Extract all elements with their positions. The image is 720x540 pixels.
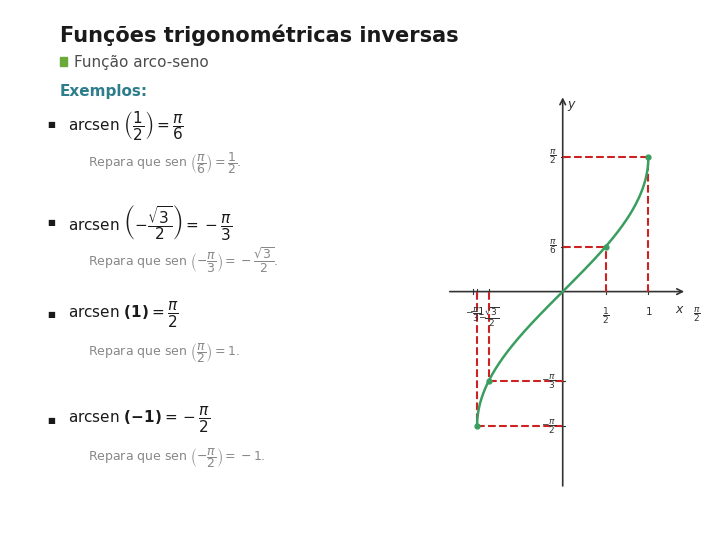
Text: arcsen $\mathbf{(1)} = \dfrac{\pi}{2}$: arcsen $\mathbf{(1)} = \dfrac{\pi}{2}$ — [68, 300, 179, 330]
Text: arcsen $\left(\dfrac{1}{2}\right) = \dfrac{\pi}{6}$: arcsen $\left(\dfrac{1}{2}\right) = \dfr… — [68, 109, 184, 141]
Text: Exemplos:: Exemplos: — [60, 84, 148, 99]
Text: $\blacksquare$: $\blacksquare$ — [48, 415, 57, 426]
Text: $-1$: $-1$ — [469, 305, 485, 318]
Text: $\blacksquare$: $\blacksquare$ — [48, 217, 57, 227]
Bar — [60, 57, 67, 66]
Text: $\dfrac{1}{2}$: $\dfrac{1}{2}$ — [602, 305, 609, 326]
Text: $x$: $x$ — [675, 303, 685, 316]
Text: $y$: $y$ — [567, 99, 577, 113]
Text: Repara que sen $\left(-\dfrac{\pi}{2}\right) = -1.$: Repara que sen $\left(-\dfrac{\pi}{2}\ri… — [88, 446, 266, 470]
Text: $\dfrac{\pi}{2}$: $\dfrac{\pi}{2}$ — [693, 305, 701, 324]
Text: Repara que sen $\left(-\dfrac{\pi}{3}\right) = -\dfrac{\sqrt{3}}{2}.$: Repara que sen $\left(-\dfrac{\pi}{3}\ri… — [88, 245, 278, 275]
Text: arcsen $\mathbf{(-1)} = -\dfrac{\pi}{2}$: arcsen $\mathbf{(-1)} = -\dfrac{\pi}{2}$ — [68, 405, 210, 435]
Text: $-\!\dfrac{\sqrt{3}}{2}$: $-\!\dfrac{\sqrt{3}}{2}$ — [477, 305, 500, 329]
Text: arcsen $\left(-\dfrac{\sqrt{3}}{2}\right) = -\dfrac{\pi}{3}$: arcsen $\left(-\dfrac{\sqrt{3}}{2}\right… — [68, 202, 232, 241]
Text: Repara que sen $\left(\dfrac{\pi}{2}\right) = 1.$: Repara que sen $\left(\dfrac{\pi}{2}\rig… — [88, 341, 240, 365]
Text: Função arco-seno: Função arco-seno — [74, 55, 209, 70]
Text: $1$: $1$ — [644, 305, 652, 318]
Text: $-\dfrac{\pi}{3}$: $-\dfrac{\pi}{3}$ — [541, 372, 557, 391]
Text: $\blacksquare$: $\blacksquare$ — [48, 309, 57, 321]
Text: $\blacksquare$: $\blacksquare$ — [48, 119, 57, 131]
Text: $-\dfrac{\pi}{3}$: $-\dfrac{\pi}{3}$ — [465, 305, 481, 324]
Text: $-\dfrac{\pi}{2}$: $-\dfrac{\pi}{2}$ — [541, 417, 557, 436]
Text: Repara que sen $\left(\dfrac{\pi}{6}\right) = \dfrac{1}{2}.$: Repara que sen $\left(\dfrac{\pi}{6}\rig… — [88, 150, 241, 176]
Text: $\dfrac{\pi}{2}$: $\dfrac{\pi}{2}$ — [549, 147, 557, 166]
Text: $\dfrac{\pi}{6}$: $\dfrac{\pi}{6}$ — [549, 237, 557, 256]
Text: Funções trigonométricas inversas: Funções trigonométricas inversas — [60, 25, 459, 46]
